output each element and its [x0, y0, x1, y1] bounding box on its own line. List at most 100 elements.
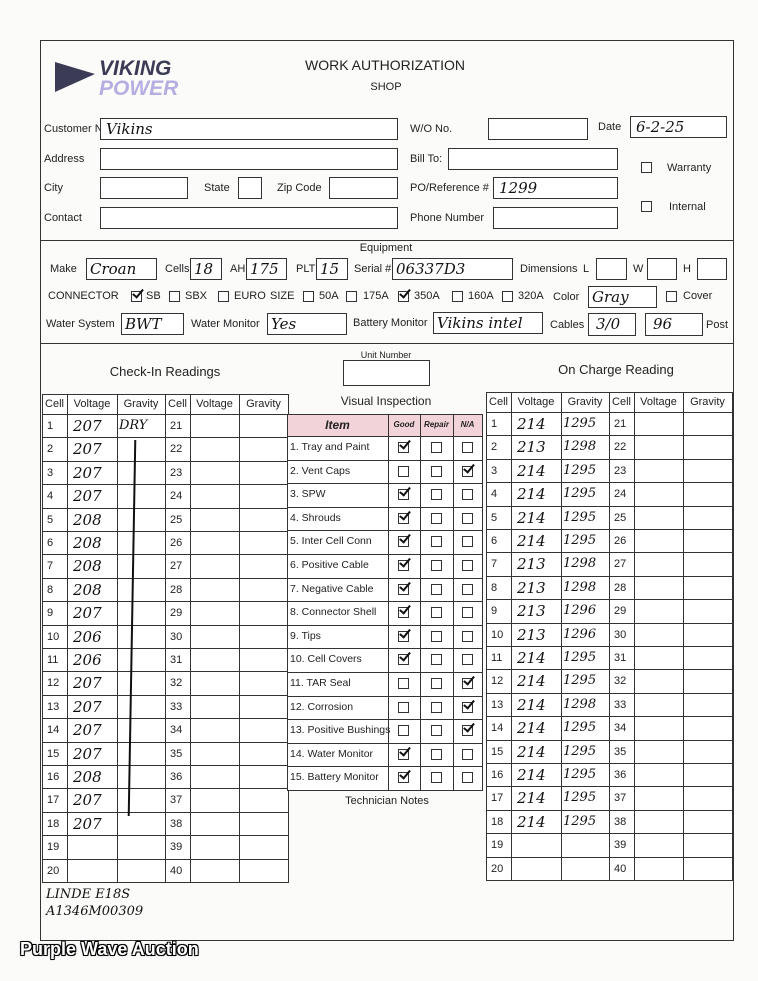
checkbox: [430, 489, 442, 501]
input-box: [343, 360, 430, 386]
table-cell: [67, 765, 117, 789]
checkbox: [398, 560, 409, 571]
column-header: Cell: [612, 396, 631, 408]
table-cell: [486, 435, 511, 459]
voltage-value: 207: [73, 440, 102, 459]
field-label: Address: [44, 153, 85, 165]
gravity-value: 1295: [563, 509, 597, 525]
logo-mark: [55, 62, 95, 92]
table-cell: [287, 695, 388, 720]
table-cell: [287, 719, 388, 743]
item-label: 2. Vent Caps: [290, 464, 351, 477]
voltage-value: 213: [517, 625, 546, 644]
form-frame: [40, 40, 734, 941]
cell-number: 35: [170, 747, 183, 760]
checkbox: [502, 291, 513, 302]
table-cell: [165, 741, 190, 765]
table-cell: [239, 460, 288, 485]
table-cell: [609, 552, 634, 576]
cell-number: 19: [491, 839, 504, 852]
table-cell: [486, 763, 511, 787]
input-box: [329, 177, 398, 199]
table-cell: [239, 648, 288, 672]
table-cell: [190, 788, 239, 812]
checkbox: [461, 583, 473, 595]
handwritten-note: A1346M00309: [46, 904, 144, 919]
table-cell: [42, 414, 67, 438]
table-cell: [561, 809, 609, 834]
table-cell: [609, 622, 634, 646]
table-cell: [165, 460, 190, 485]
table-cell: [287, 624, 388, 649]
table-cell: [634, 552, 683, 576]
checkbox: [398, 725, 409, 737]
gravity-value: 1295: [563, 462, 597, 478]
table-cell: [190, 835, 239, 859]
table-cell: [67, 741, 117, 765]
table-cell: [683, 599, 732, 623]
table-cell: [67, 507, 117, 531]
table-cell: [634, 529, 683, 553]
table-cell: [486, 833, 511, 857]
table-cell: [165, 554, 190, 578]
table-cell: [42, 858, 67, 882]
table-cell: [42, 648, 67, 672]
table-cell: [486, 575, 511, 600]
table-cell: [683, 529, 732, 553]
cell-number: 26: [170, 537, 183, 549]
table-cell: [165, 835, 190, 859]
table-cell: [239, 671, 288, 695]
field-value: Vikins: [106, 120, 153, 138]
item-label: 3. SPW: [290, 488, 326, 501]
table-cell: [190, 624, 239, 648]
table-cell: [634, 412, 683, 436]
voltage-value: 214: [517, 789, 546, 808]
checkbox: [461, 678, 473, 689]
table-cell: [634, 763, 683, 787]
option-label: EURO: [234, 290, 266, 302]
table-cell: [165, 765, 190, 789]
table-cell: [42, 718, 67, 742]
cell-number: 7: [491, 558, 498, 571]
cell-number: 4: [491, 488, 498, 501]
table-cell: [634, 505, 683, 529]
voltage-value: 213: [517, 555, 546, 574]
table-cell: [190, 460, 239, 485]
cell-number: 36: [614, 769, 627, 781]
voltage-value: 214: [517, 508, 546, 527]
checkbox: [398, 701, 409, 713]
cell-number: 40: [170, 864, 183, 877]
checkbox: [641, 201, 652, 212]
gravity-value: 1295: [563, 790, 597, 806]
table-cell: [634, 692, 683, 717]
table-cell: [561, 482, 609, 506]
table-cell: [683, 435, 732, 459]
table-cell: [190, 671, 239, 695]
checkbox: [430, 772, 442, 784]
table-cell: [511, 646, 561, 670]
input-box: [238, 177, 262, 199]
table-cell: [117, 437, 165, 461]
cell-number: 3: [47, 466, 54, 479]
cell-number: 9: [47, 607, 54, 620]
table-cell: [239, 718, 288, 742]
checkbox: [461, 442, 473, 453]
field-label: Cells: [165, 263, 190, 275]
table-cell: [287, 436, 388, 460]
cell-number: 26: [614, 535, 627, 547]
checkbox: [461, 607, 473, 619]
table-cell: [287, 577, 388, 602]
table-cell: [609, 716, 634, 740]
field-value: 96: [653, 315, 673, 333]
table-cell: [42, 601, 67, 625]
table-cell: [67, 484, 117, 508]
field-label: L: [583, 263, 590, 275]
cell-number: 33: [614, 698, 627, 711]
cell-number: 36: [170, 771, 183, 783]
checkbox: [430, 465, 442, 477]
table-cell: [634, 458, 683, 483]
table-cell: [165, 671, 190, 695]
checkbox: [461, 536, 473, 548]
table-cell: [511, 809, 561, 834]
table-cell: [683, 458, 732, 483]
